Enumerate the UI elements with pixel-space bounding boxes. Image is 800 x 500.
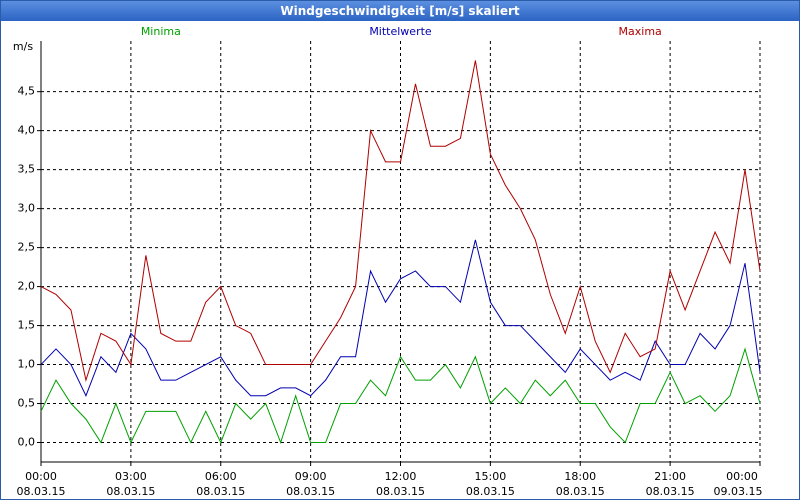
x-tick-label: 21:00 <box>654 470 686 483</box>
legend-entry: Minima <box>141 25 181 38</box>
x-tick-label: 18:00 <box>564 470 596 483</box>
x-tick-date: 08.03.15 <box>466 485 515 498</box>
x-tick-date: 09.03.15 <box>714 485 763 498</box>
series-line <box>40 60 761 383</box>
series-line <box>40 239 761 397</box>
x-tick-date: 08.03.15 <box>106 485 155 498</box>
x-tick-label: 03:00 <box>115 470 147 483</box>
series-line <box>40 347 761 445</box>
y-tick-label: 1,0 <box>18 358 36 371</box>
y-tick-label: 4,0 <box>18 124 36 137</box>
x-tick-label: 15:00 <box>475 470 507 483</box>
y-tick-label: 4,5 <box>18 85 36 98</box>
y-tick-label: 1,5 <box>18 319 36 332</box>
y-tick-label: 3,5 <box>18 163 36 176</box>
x-tick-label: 09:00 <box>295 470 327 483</box>
x-tick-label: 00:00 <box>726 470 758 483</box>
x-tick-date: 08.03.15 <box>17 485 66 498</box>
x-tick-date: 08.03.15 <box>286 485 335 498</box>
x-tick-label: 06:00 <box>205 470 237 483</box>
y-tick-label: 0,0 <box>18 436 36 449</box>
y-unit: m/s <box>13 40 33 53</box>
y-tick-label: 0,5 <box>18 397 36 410</box>
x-tick-label: 00:00 <box>25 470 57 483</box>
x-tick-date: 08.03.15 <box>556 485 605 498</box>
y-tick-label: 2,0 <box>18 280 36 293</box>
x-tick-date: 08.03.15 <box>646 485 695 498</box>
x-tick-date: 08.03.15 <box>376 485 425 498</box>
title-bar: Windgeschwindigkeit [m/s] skaliert <box>1 1 799 21</box>
x-tick-date: 08.03.15 <box>196 485 245 498</box>
y-tick-label: 2,5 <box>18 241 36 254</box>
legend-entry: Mittelwerte <box>369 25 432 38</box>
y-tick-label: 3,0 <box>18 202 36 215</box>
x-tick-label: 12:00 <box>385 470 417 483</box>
legend-entry: Maxima <box>619 25 662 38</box>
